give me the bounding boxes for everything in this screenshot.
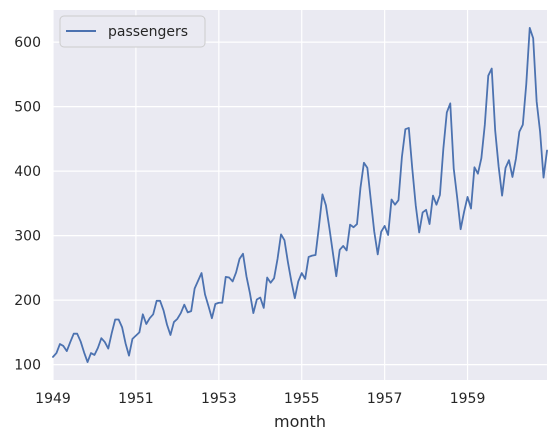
y-tick-label: 200: [14, 293, 41, 309]
y-tick-labels: 100 200 300 400 500 600: [14, 35, 41, 374]
x-gridlines: [52, 10, 469, 380]
legend-box: [59, 15, 206, 48]
x-tick-label: 1959: [450, 391, 486, 407]
y-tick-label: 500: [14, 100, 41, 116]
x-axis-title: month: [274, 412, 326, 431]
x-tick-label: 1951: [118, 391, 154, 407]
legend: passengers: [59, 15, 206, 48]
y-tick-label: 400: [14, 164, 41, 180]
y-tick-label: 100: [14, 358, 41, 374]
x-tick-label: 1957: [367, 391, 403, 407]
series-layer: [52, 27, 548, 363]
y-tick-label: 300: [14, 229, 41, 245]
legend-label-passengers: passengers: [108, 24, 188, 40]
y-gridlines: [53, 41, 547, 366]
x-tick-label: 1949: [35, 391, 71, 407]
x-tick-label: 1953: [201, 391, 237, 407]
series-line-passengers: [52, 27, 548, 363]
x-tick-labels: 1949 1951 1953 1955 1957 1959: [35, 391, 485, 407]
y-tick-label: 600: [14, 35, 41, 51]
x-tick-label: 1955: [284, 391, 320, 407]
